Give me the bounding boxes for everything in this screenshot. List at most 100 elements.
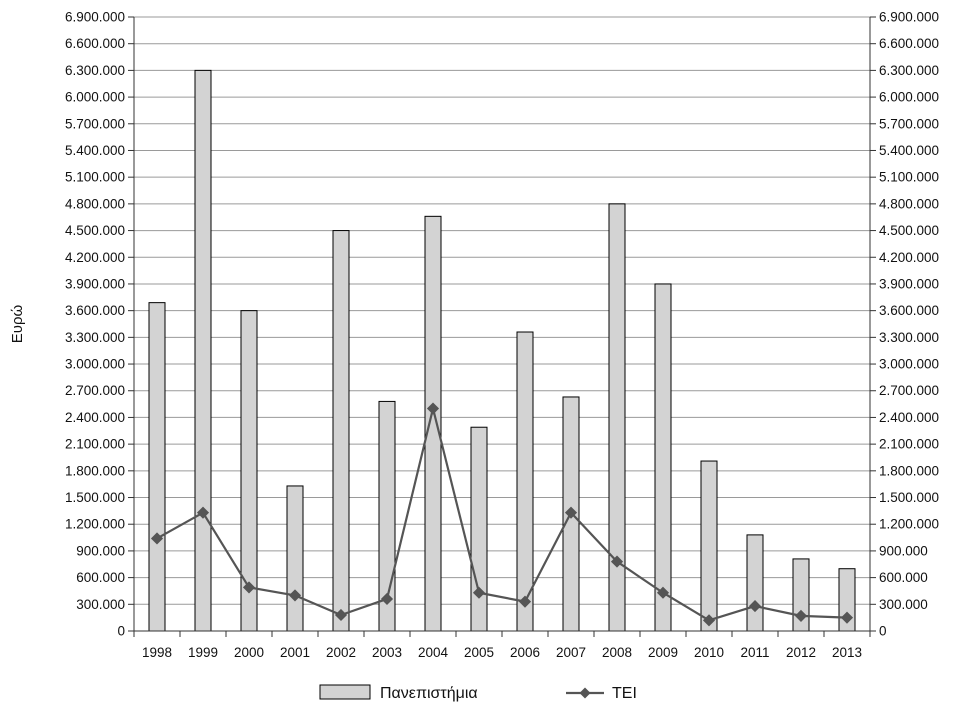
x-tick-label: 2009: [648, 645, 678, 660]
line-series: [150, 402, 854, 627]
y-tick-label-right: 2.100.000: [879, 437, 939, 452]
y-tick-label-right: 1.500.000: [879, 490, 939, 505]
y-axis-title: Ευρώ: [9, 304, 26, 343]
legend-swatch-bar: [319, 684, 371, 700]
x-tick-label: 2000: [234, 645, 264, 660]
y-tick-label-right: 1.200.000: [879, 517, 939, 532]
line-marker: [656, 586, 670, 599]
y-tick-label-right: 3.300.000: [879, 330, 939, 345]
y-tick-label-right: 6.000.000: [879, 90, 939, 105]
y-tick-label-left: 300.000: [76, 597, 125, 612]
line-marker: [380, 592, 394, 606]
y-tick-label-right: 2.400.000: [879, 410, 939, 425]
y-tick-label-left: 600.000: [76, 570, 125, 585]
y-tick-label-left: 4.800.000: [65, 196, 125, 211]
y-tick-label-right: 6.300.000: [879, 63, 939, 78]
y-tick-label-right: 600.000: [879, 570, 928, 585]
bar: [332, 230, 350, 632]
bar: [424, 215, 442, 632]
x-tick-label: 2005: [464, 645, 494, 660]
x-tick-label: 2012: [786, 645, 816, 660]
y-tick-label-left: 900.000: [76, 543, 125, 558]
legend-marker: [579, 687, 591, 699]
line-marker: [610, 555, 624, 568]
bar: [654, 283, 672, 632]
y-tick-label-left: 2.100.000: [65, 437, 125, 452]
y-tick-label-right: 4.800.000: [879, 196, 939, 211]
y-tick-label-left: 6.900.000: [65, 10, 125, 25]
y-tick-label-right: 4.200.000: [879, 250, 939, 265]
y-tick-label-left: 3.600.000: [65, 303, 125, 318]
series-line: [156, 407, 848, 622]
y-tick-label-right: 3.600.000: [879, 303, 939, 318]
line-marker: [794, 609, 808, 622]
line-marker: [288, 589, 302, 602]
y-tick-label-right: 0: [879, 624, 887, 639]
tick-labels: 0 0 300.000 300.000 600.000 600.000 900.000 900…: [65, 10, 939, 661]
x-tick-label: 2001: [280, 645, 310, 660]
y-tick-label-right: 5.400.000: [879, 143, 939, 158]
legend: Πανεπιστήμια ΤΕΙ: [319, 684, 637, 702]
x-tick-label: 2006: [510, 645, 540, 660]
bar: [470, 426, 488, 632]
x-tick-label: 2011: [740, 645, 769, 660]
y-tick-label-left: 3.000.000: [65, 357, 125, 372]
bar: [516, 331, 534, 632]
y-tick-label-left: 3.900.000: [65, 276, 125, 291]
x-tick-label: 2007: [556, 645, 586, 660]
bar-series: [148, 69, 856, 632]
y-tick-label-right: 900.000: [879, 543, 928, 558]
bar: [148, 302, 166, 632]
bar: [194, 69, 212, 632]
x-tick-label: 2002: [326, 645, 356, 660]
bar: [746, 534, 764, 632]
line-marker: [242, 581, 256, 594]
x-tick-label: 2010: [694, 645, 724, 660]
y-tick-label-left: 4.200.000: [65, 250, 125, 265]
y-tick-label-left: 1.800.000: [65, 463, 125, 478]
line-marker: [840, 611, 854, 624]
bar: [700, 460, 718, 632]
y-tick-label-right: 2.700.000: [879, 383, 939, 398]
y-tick-label-right: 3.900.000: [879, 276, 939, 291]
y-tick-label-left: 0: [117, 624, 125, 639]
legend-label-line: ΤΕΙ: [612, 685, 637, 702]
x-tick-label: 1999: [188, 645, 218, 660]
x-tick-label: 2003: [372, 645, 402, 660]
x-tick-label: 2013: [832, 645, 862, 660]
x-tick-label: 2008: [602, 645, 632, 660]
y-tick-label-right: 3.000.000: [879, 357, 939, 372]
y-tick-label-left: 3.300.000: [65, 330, 125, 345]
line-marker: [196, 506, 210, 519]
line-marker: [472, 586, 486, 599]
axes: [128, 16, 876, 637]
y-tick-label-right: 5.700.000: [879, 116, 939, 131]
x-tick-label: 1998: [142, 645, 172, 660]
line-marker: [702, 614, 716, 627]
y-tick-label-left: 1.500.000: [65, 490, 125, 505]
line-marker: [564, 506, 578, 519]
y-tick-label-left: 6.600.000: [65, 36, 125, 51]
y-tick-label-right: 6.600.000: [879, 36, 939, 51]
y-tick-label-left: 6.000.000: [65, 90, 125, 105]
y-tick-label-right: 6.900.000: [879, 10, 939, 25]
line-marker: [426, 402, 440, 415]
y-tick-label-right: 1.800.000: [879, 463, 939, 478]
y-tick-label-right: 5.100.000: [879, 170, 939, 185]
y-tick-label-right: 300.000: [879, 597, 928, 612]
y-tick-label-left: 5.400.000: [65, 143, 125, 158]
y-tick-label-left: 1.200.000: [65, 517, 125, 532]
y-tick-label-left: 5.100.000: [65, 170, 125, 185]
y-tick-label-left: 6.300.000: [65, 63, 125, 78]
y-tick-label-right: 4.500.000: [879, 223, 939, 238]
bar: [286, 485, 304, 632]
y-tick-label-left: 4.500.000: [65, 223, 125, 238]
line-marker: [748, 600, 762, 613]
line-marker: [518, 595, 532, 608]
line-marker: [334, 608, 348, 622]
legend-label-bar: Πανεπιστήμια: [380, 685, 478, 702]
y-tick-label-left: 2.400.000: [65, 410, 125, 425]
line-marker: [150, 532, 164, 545]
